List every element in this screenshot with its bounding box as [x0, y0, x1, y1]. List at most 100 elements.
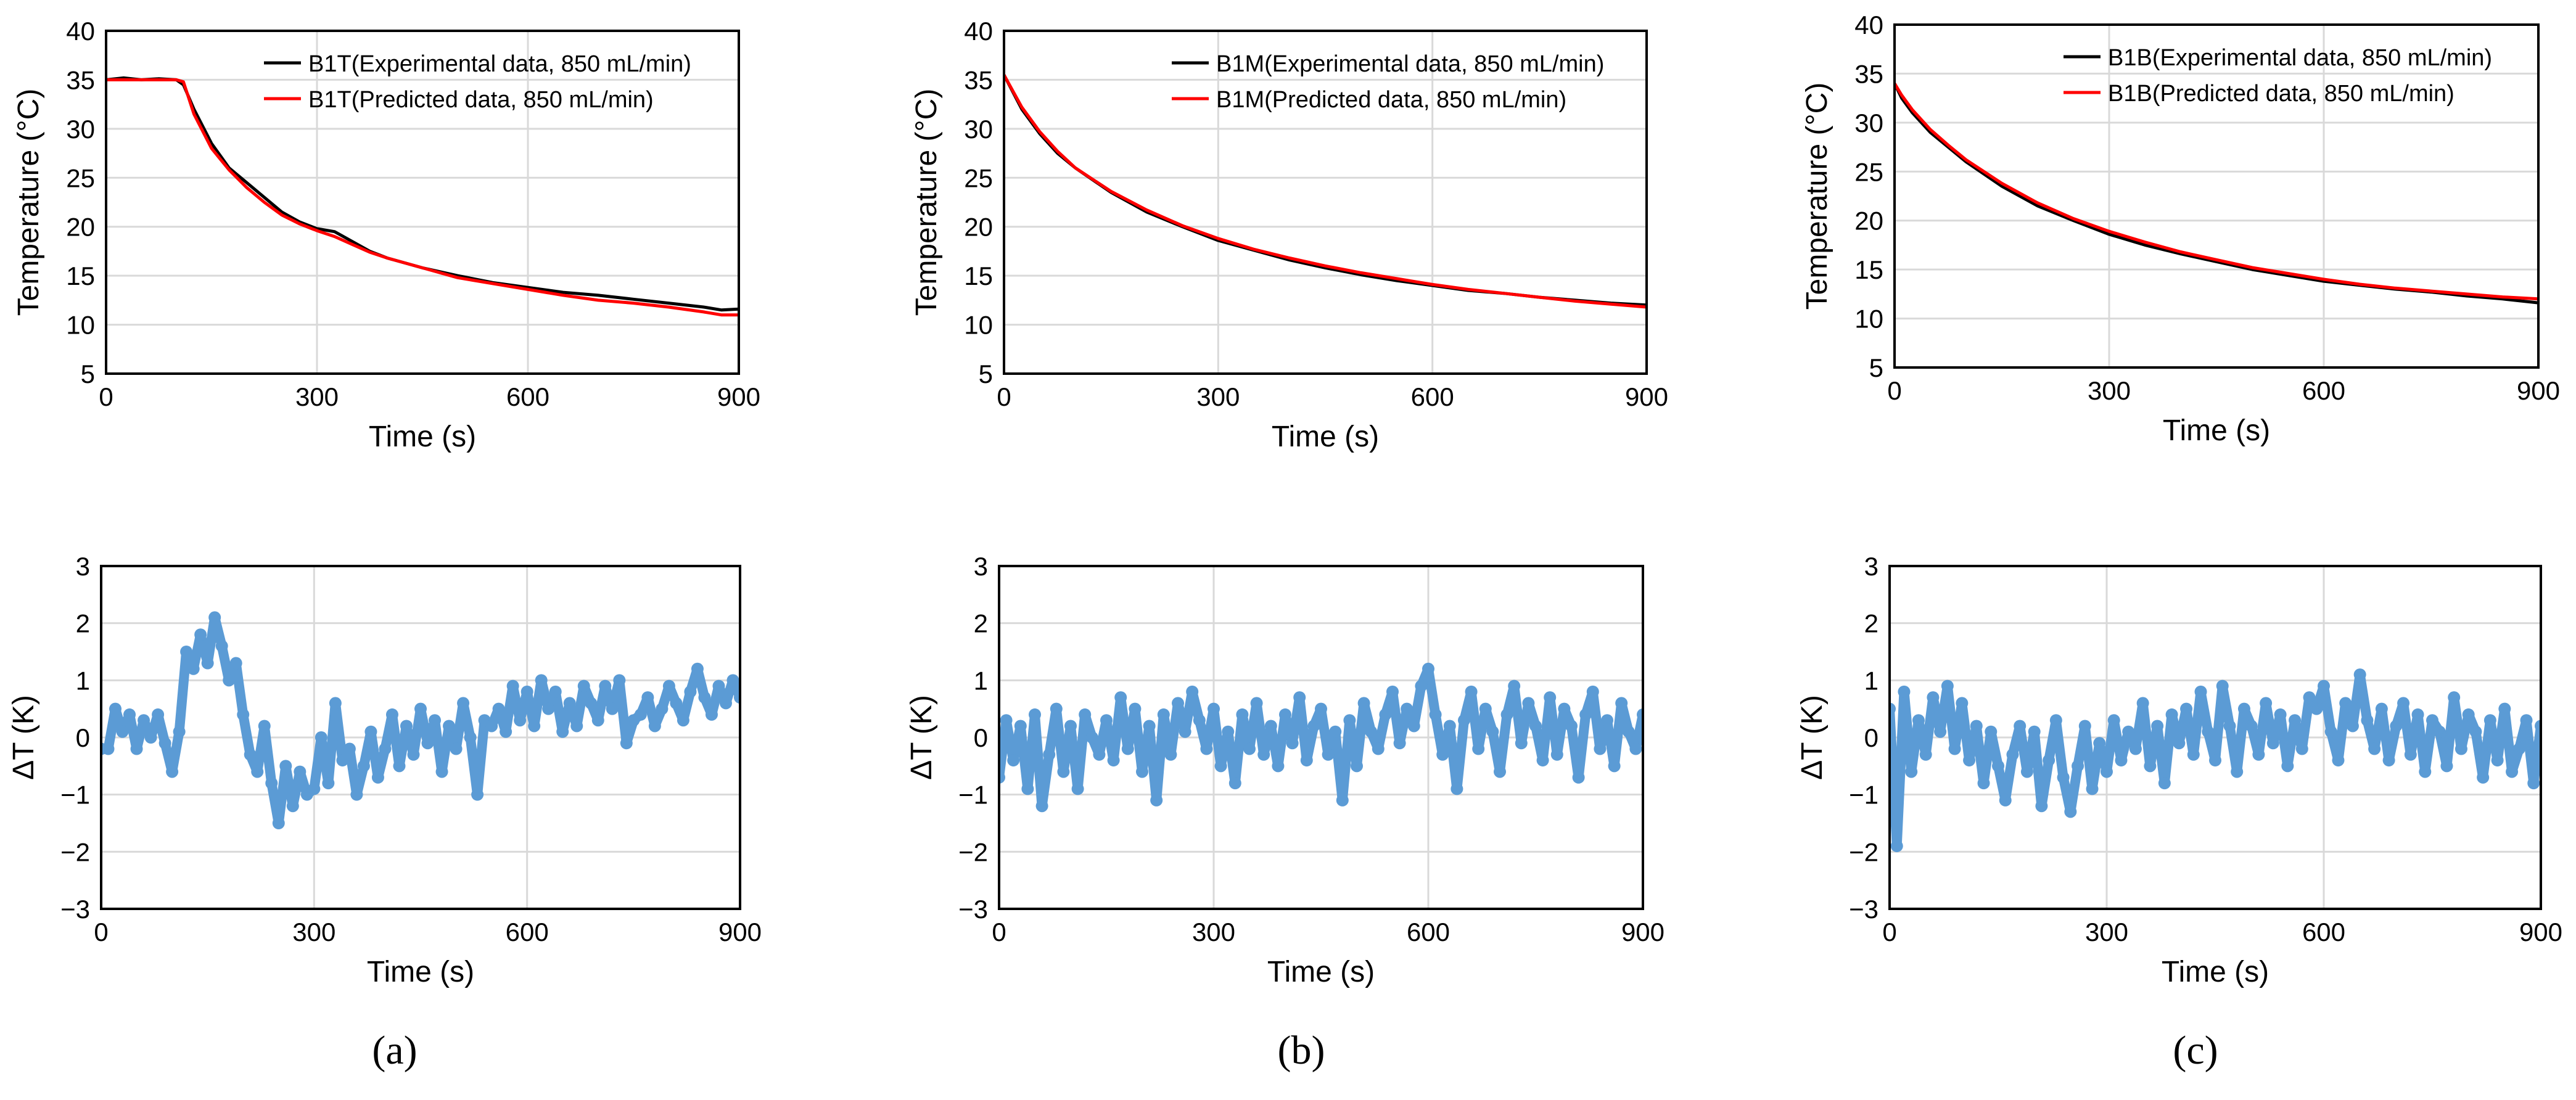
- x-tick-label: 600: [2302, 917, 2345, 946]
- deltaT-point: [620, 737, 633, 750]
- legend-label: B1T(Predicted data, 850 mL/min): [308, 87, 654, 113]
- deltaT-point: [1956, 697, 1969, 710]
- deltaT-point: [2122, 725, 2135, 738]
- deltaT-point: [1029, 708, 1041, 721]
- deltaT-point: [2064, 805, 2077, 818]
- deltaT-point: [2419, 765, 2432, 778]
- deltaT-point: [1522, 697, 1535, 710]
- deltaT-point: [2404, 748, 2417, 761]
- legend-label: B1B(Predicted data, 850 mL/min): [2108, 81, 2455, 107]
- deltaT-point: [485, 720, 498, 733]
- y-axis-title: ΔT (K): [905, 695, 938, 780]
- chart-b-deltaT: −3 −2 −1 0 1 2 3 0 300 600 900 Time (s) ΔT (K): [905, 552, 1665, 988]
- deltaT-point: [1515, 737, 1528, 750]
- deltaT-point: [1985, 725, 1998, 738]
- deltaT-point: [1429, 708, 1442, 721]
- y-tick-label: 5: [81, 359, 95, 388]
- deltaT-point: [364, 725, 377, 738]
- deltaT-point: [2295, 742, 2308, 755]
- y-tick-label: 20: [964, 213, 993, 242]
- deltaT-point: [1257, 748, 1270, 761]
- y-axis-title: Temperature (°C): [12, 89, 45, 316]
- deltaT-point: [443, 720, 456, 733]
- y-axis-title: ΔT (K): [1796, 695, 1829, 780]
- deltaT-point: [379, 742, 392, 755]
- deltaT-point: [585, 697, 598, 710]
- panel-label-b: (b): [1278, 1028, 1325, 1073]
- deltaT-point: [1565, 720, 1578, 733]
- deltaT-point: [343, 742, 356, 755]
- deltaT-point: [1594, 742, 1607, 755]
- deltaT-point: [1293, 691, 1306, 704]
- series-group: [1895, 83, 2538, 305]
- y-tick-label: 3: [974, 552, 988, 581]
- chart-a-temperature: 5 10 15 20 25 30 35 40 0 300 600 900 Time (s) Tempera…: [12, 17, 760, 453]
- y-tick-label: 1: [974, 666, 988, 695]
- y-tick-label: 3: [76, 552, 90, 581]
- deltaT-point: [641, 691, 654, 704]
- y-tick-label: 40: [964, 17, 993, 46]
- x-tick-label: 900: [717, 382, 760, 411]
- x-axis-title: Time (s): [1272, 421, 1379, 453]
- deltaT-point: [1372, 742, 1385, 755]
- deltaT-point: [2209, 754, 2221, 767]
- y-tick-label: 30: [66, 115, 95, 144]
- deltaT-point: [2202, 725, 2215, 738]
- y-tick-label: 5: [979, 359, 993, 388]
- deltaT-point: [2187, 748, 2200, 761]
- deltaT-point: [2477, 771, 2490, 784]
- y-tick-label: 15: [66, 261, 95, 290]
- deltaT-point: [1572, 771, 1585, 784]
- deltaT-point: [1050, 702, 1063, 715]
- deltaT-point: [656, 702, 669, 715]
- deltaT-point: [1608, 760, 1621, 773]
- y-tick-label: 20: [66, 213, 95, 242]
- deltaT-point: [2028, 725, 2041, 738]
- x-tick-label: 900: [1621, 917, 1665, 946]
- deltaT-point: [2216, 679, 2229, 692]
- deltaT-point: [385, 708, 398, 721]
- deltaT-point: [2440, 760, 2453, 773]
- deltaT-point: [1143, 720, 1156, 733]
- deltaT-point: [577, 679, 590, 692]
- deltaT-point: [1601, 714, 1613, 727]
- plot-border: [998, 565, 1644, 910]
- x-tick-label: 600: [1411, 382, 1454, 411]
- deltaT-point: [2448, 691, 2461, 704]
- deltaT-point: [1393, 737, 1406, 750]
- deltaT-point: [2231, 765, 2244, 778]
- deltaT-point: [1622, 725, 1635, 738]
- deltaT-point: [1014, 720, 1027, 733]
- deltaT-point: [1300, 754, 1313, 767]
- x-axis-title: Time (s): [2163, 414, 2270, 447]
- deltaT-point: [2281, 760, 2294, 773]
- y-tick-label: 25: [964, 163, 993, 192]
- deltaT-point: [1401, 702, 1414, 715]
- y-tick-label: 25: [66, 163, 95, 192]
- y-tick-label: 1: [1864, 666, 1879, 695]
- deltaT-point: [357, 760, 370, 773]
- deltaT-point: [237, 708, 250, 721]
- deltaT-point: [705, 708, 718, 721]
- deltaT-point: [1250, 697, 1263, 710]
- deltaT-point: [194, 628, 207, 641]
- plot-border: [1003, 30, 1648, 375]
- deltaT-point: [2078, 720, 2091, 733]
- deltaT-point: [2266, 737, 2279, 750]
- y-tick-label: 40: [66, 17, 95, 46]
- deltaT-point: [1436, 748, 1449, 761]
- x-tick-label: 300: [2088, 376, 2131, 405]
- deltaT-point: [464, 731, 477, 744]
- deltaT-point: [1236, 708, 1249, 721]
- deltaT-point: [677, 714, 689, 727]
- deltaT-point: [684, 685, 697, 698]
- deltaT-point: [662, 679, 675, 692]
- deltaT-point: [1043, 748, 1056, 761]
- deltaT-point: [2093, 737, 2106, 750]
- deltaT-point: [1934, 725, 1947, 738]
- deltaT-point: [109, 702, 122, 715]
- deltaT-point: [2101, 765, 2113, 778]
- deltaT-point: [173, 725, 186, 738]
- deltaT-point: [2180, 702, 2193, 715]
- deltaT-point: [2086, 782, 2099, 795]
